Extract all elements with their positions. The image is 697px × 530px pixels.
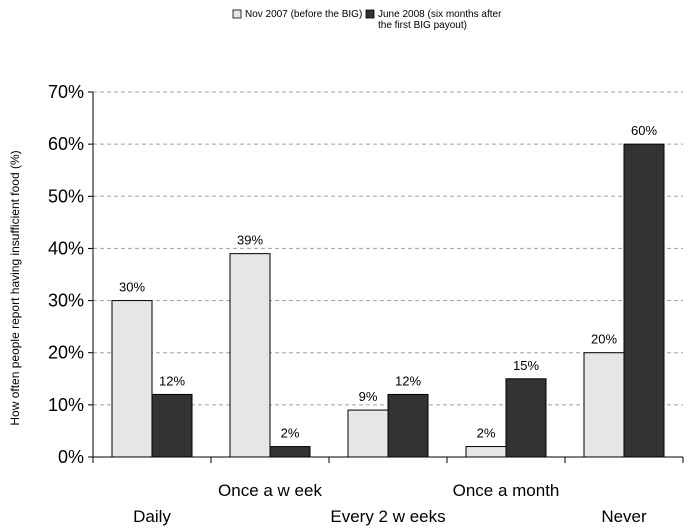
bar bbox=[347, 409, 389, 458]
y-tick-label: 20% bbox=[48, 343, 84, 363]
data-label: 12% bbox=[395, 373, 421, 388]
y-tick-label: 30% bbox=[48, 291, 84, 311]
legend-label-nov-2007: Nov 2007 (before the BIG) bbox=[245, 9, 362, 20]
data-label: 2% bbox=[281, 426, 300, 441]
bars bbox=[111, 143, 665, 458]
data-label: 15% bbox=[513, 358, 539, 373]
axes bbox=[88, 91, 684, 463]
data-label: 2% bbox=[477, 426, 496, 441]
y-tick-label: 40% bbox=[48, 238, 84, 258]
y-tick-labels: 0% 10% 20% 30% 40% 50% 60% 70% bbox=[48, 82, 84, 467]
data-label: 39% bbox=[237, 233, 263, 248]
data-label: 9% bbox=[359, 389, 378, 404]
bar bbox=[583, 352, 625, 458]
category-label: Never bbox=[601, 507, 647, 526]
category-label: Once a w eek bbox=[218, 481, 322, 500]
legend-swatch-nov-2007 bbox=[232, 9, 242, 19]
bar bbox=[151, 393, 193, 458]
bar bbox=[269, 446, 311, 458]
gridlines bbox=[93, 91, 683, 406]
bar bbox=[505, 378, 547, 458]
category-label: Daily bbox=[133, 507, 171, 526]
y-tick-label: 50% bbox=[48, 186, 84, 206]
legend-swatch-june-2008 bbox=[365, 9, 375, 19]
legend-label-june-2008-line-1: June 2008 (six months after bbox=[378, 9, 502, 20]
legend-label-june-2008-line-2: the first BIG payout) bbox=[378, 20, 467, 31]
category-label: Once a month bbox=[453, 481, 560, 500]
data-label: 30% bbox=[119, 280, 145, 295]
y-tick-label: 60% bbox=[48, 134, 84, 154]
bar bbox=[111, 300, 153, 458]
bar bbox=[229, 253, 271, 458]
y-tick-label: 70% bbox=[48, 82, 84, 102]
category-labels: Daily Once a w eek Every 2 w eeks Once a mo… bbox=[133, 481, 647, 526]
category-label: Every 2 w eeks bbox=[330, 507, 445, 526]
legend: Nov 2007 (before the BIG) June 2008 (six… bbox=[232, 9, 502, 31]
y-tick-label: 0% bbox=[58, 447, 84, 467]
bar bbox=[465, 446, 507, 458]
y-tick-label: 10% bbox=[48, 395, 84, 415]
data-label: 12% bbox=[159, 373, 185, 388]
data-label: 60% bbox=[631, 123, 657, 138]
data-label: 20% bbox=[591, 332, 617, 347]
y-axis-label: How often people report having insuffici… bbox=[8, 150, 22, 425]
data-labels: 30% 12% 39% 2% 9% 12% 2% 15% 20% 60% bbox=[119, 123, 657, 440]
bar bbox=[623, 143, 665, 458]
bar bbox=[387, 393, 429, 458]
